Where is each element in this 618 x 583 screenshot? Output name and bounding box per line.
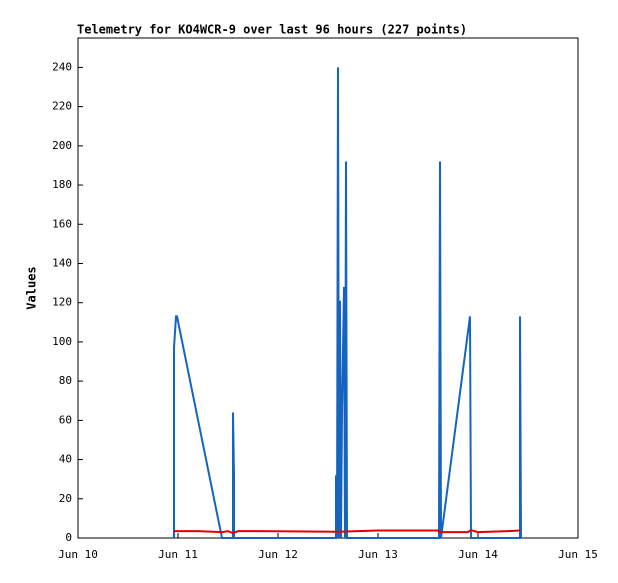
y-tick-label: 140 xyxy=(52,256,72,269)
x-tick-label: Jun 15 xyxy=(558,548,598,561)
y-tick-label: 120 xyxy=(52,296,72,309)
y-tick-label: 240 xyxy=(52,60,72,73)
y-tick-label: 100 xyxy=(52,335,72,348)
x-tick-label: Jun 14 xyxy=(458,548,498,561)
x-tick-label: Jun 13 xyxy=(358,548,398,561)
y-tick-label: 200 xyxy=(52,139,72,152)
x-tick-label: Jun 12 xyxy=(258,548,298,561)
y-tick-label: 60 xyxy=(59,413,72,426)
y-tick-label: 20 xyxy=(59,492,72,505)
chart-title: Telemetry for KO4WCR-9 over last 96 hour… xyxy=(77,23,467,37)
series-line xyxy=(174,529,521,535)
x-tick-label: Jun 10 xyxy=(58,548,98,561)
y-tick-label: 180 xyxy=(52,178,72,191)
series-line xyxy=(173,67,522,539)
plot-frame xyxy=(77,37,579,539)
y-tick-label: 160 xyxy=(52,217,72,230)
y-tick-label: 0 xyxy=(65,531,72,544)
y-axis-label: Values xyxy=(25,266,39,309)
x-tick-label: Jun 11 xyxy=(158,548,198,561)
y-tick-label: 80 xyxy=(59,374,72,387)
y-tick-label: 40 xyxy=(59,453,72,466)
y-tick-label: 220 xyxy=(52,100,72,113)
